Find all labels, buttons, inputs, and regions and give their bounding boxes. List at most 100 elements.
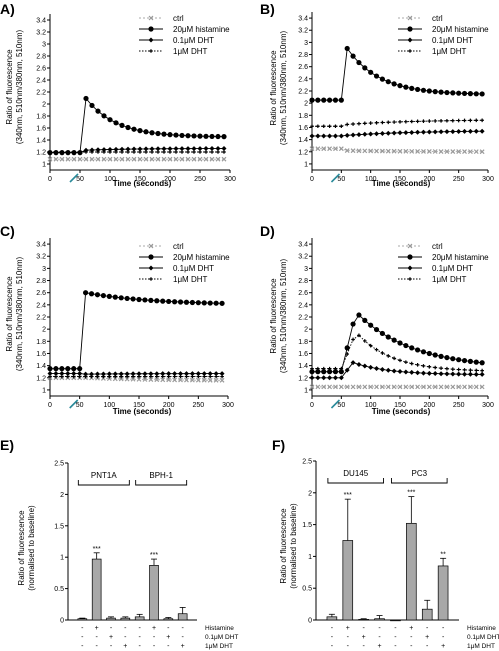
data-point	[161, 131, 167, 137]
condition-sign: -	[124, 625, 127, 632]
data-point	[125, 374, 129, 379]
data-point	[310, 366, 314, 371]
data-point	[373, 326, 380, 333]
y-tick-label: 3	[304, 40, 308, 47]
data-point	[456, 357, 462, 363]
y-tick-label: 3	[304, 266, 308, 273]
data-point	[53, 366, 59, 372]
data-point	[221, 146, 227, 152]
data-point	[207, 300, 213, 306]
data-point	[450, 129, 456, 135]
addition-arrow-icon	[69, 173, 79, 183]
data-point	[131, 146, 137, 152]
data-point	[327, 375, 333, 381]
data-point	[362, 65, 368, 71]
data-point	[409, 384, 415, 390]
data-point	[338, 375, 344, 381]
y-tick-label: 1.2	[298, 149, 308, 156]
data-point	[89, 147, 95, 153]
data-point	[321, 133, 327, 139]
x-tick-label: 200	[164, 176, 176, 183]
x-tick-label: 300	[222, 402, 234, 409]
data-point	[427, 364, 432, 369]
panel-e: E) Ratio of fluorescence (normalised to …	[0, 437, 238, 650]
condition-sign: -	[410, 634, 413, 641]
condition-sign: -	[153, 634, 156, 641]
data-point	[415, 363, 420, 367]
group-label: BPH-1	[149, 471, 173, 480]
y-axis-label-line2: (normalised to baseline)	[289, 503, 298, 589]
condition-sign: -	[110, 625, 113, 632]
data-point	[142, 377, 148, 382]
significance-label: **	[440, 551, 446, 558]
data-point	[426, 370, 432, 376]
data-point	[315, 133, 321, 139]
data-point	[213, 300, 219, 306]
y-tick-label: 2	[42, 327, 46, 334]
data-point	[403, 369, 409, 375]
y-tick-label: 3.2	[36, 254, 46, 261]
y-tick-label: 2.4	[36, 302, 46, 309]
legend-label: 20μM histamine	[173, 253, 230, 262]
x-tick-label: 100	[365, 176, 377, 183]
data-point	[143, 156, 149, 162]
panel-label: A)	[0, 1, 15, 17]
bar	[91, 558, 102, 621]
legend: ctrl 20μM histamine 0.1μM DHT 1μM DHT	[398, 14, 489, 56]
condition-sign: +	[362, 634, 366, 641]
data-point	[356, 312, 362, 318]
y-tick-label: 1.8	[36, 339, 46, 346]
group-label: PNT1A	[91, 471, 117, 480]
data-point	[398, 358, 402, 363]
data-point	[201, 371, 207, 377]
data-point	[362, 131, 368, 137]
data-point	[101, 147, 107, 153]
x-tick-label: 250	[453, 402, 465, 409]
y-tick-label: 1.5	[302, 522, 312, 529]
data-point	[196, 374, 201, 379]
data-point	[432, 371, 438, 377]
data-point	[131, 374, 135, 379]
data-point	[100, 292, 106, 299]
legend-label: 0.1μM DHT	[173, 36, 214, 45]
data-point	[48, 150, 52, 154]
y-tick-label: 1.2	[36, 150, 46, 157]
data-point	[432, 352, 438, 358]
data-point	[162, 150, 166, 154]
y-tick-label: 2.6	[36, 290, 46, 297]
data-point	[192, 150, 196, 154]
condition-sign: +	[109, 634, 113, 641]
data-point	[344, 384, 350, 390]
data-point	[107, 146, 113, 152]
data-point	[156, 150, 160, 154]
condition-sign: -	[81, 625, 84, 632]
data-point	[321, 124, 326, 129]
condition-sign: -	[138, 634, 141, 641]
data-point	[421, 149, 426, 154]
data-point	[94, 371, 100, 377]
legend: ctrl 20μM histamine 0.1μM DHT 1μM DHT	[139, 14, 230, 56]
data-point	[71, 366, 77, 372]
y-axis-label-line1: Ratio of fluorescence	[17, 510, 26, 586]
data-point	[90, 150, 94, 154]
data-point	[191, 156, 197, 162]
data-point	[189, 299, 195, 306]
data-point	[385, 79, 391, 85]
data-point	[89, 374, 94, 379]
data-point	[94, 292, 101, 298]
y-axis-label-line1: Ratio of fluorescence	[5, 49, 14, 125]
condition-sign: -	[442, 634, 445, 641]
data-point	[179, 132, 185, 139]
data-point	[456, 149, 462, 155]
data-point	[113, 156, 119, 162]
data-point	[119, 156, 125, 162]
panel-a: A) Ratio of fluorescence (340nm, 510nm/3…	[0, 1, 236, 188]
data-point	[132, 150, 136, 154]
data-point	[386, 120, 391, 125]
data-point	[213, 371, 219, 377]
data-point	[101, 374, 106, 379]
series-line	[312, 334, 483, 372]
data-point	[309, 369, 315, 375]
data-point	[309, 375, 315, 381]
data-point	[392, 356, 396, 361]
